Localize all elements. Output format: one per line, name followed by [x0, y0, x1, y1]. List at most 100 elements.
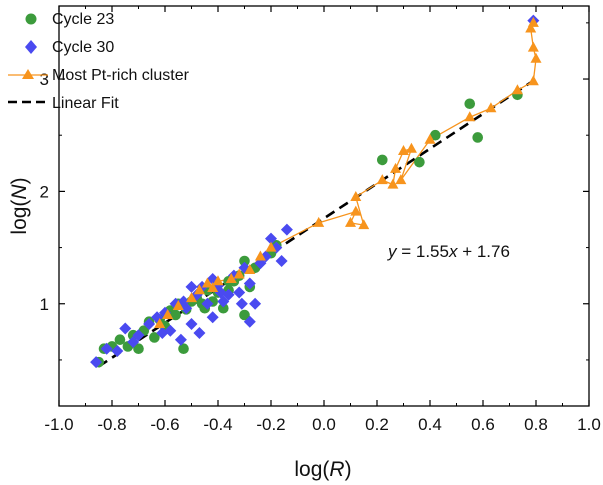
- cluster-point: [345, 216, 356, 227]
- legend-marker-cluster: [22, 69, 34, 79]
- eq-rest: + 1.76: [457, 242, 509, 261]
- cycle-30-point: [235, 297, 248, 310]
- y-tick-label: 2: [40, 182, 49, 201]
- cycle-30-point: [90, 356, 103, 369]
- cycle-30-point: [233, 286, 246, 299]
- cycle-23-point: [464, 98, 476, 110]
- cluster-point: [530, 52, 542, 63]
- y-tick-label: 1: [40, 295, 49, 314]
- legend-label-cluster: Most Pt-rich cluster: [52, 67, 190, 84]
- cluster-point: [485, 102, 497, 113]
- cluster-point: [233, 268, 245, 279]
- cycle-23-point: [472, 132, 484, 143]
- cycle-23-point: [218, 302, 229, 314]
- cycle-30-point: [119, 322, 132, 335]
- cluster-point: [313, 216, 325, 227]
- cycle-30-point: [185, 280, 198, 293]
- legend-label-fit: Linear Fit: [52, 95, 119, 112]
- cycle-30-point: [111, 344, 124, 357]
- cycle-30-point: [174, 333, 187, 346]
- cluster-point: [464, 111, 476, 122]
- cycle-30-point: [249, 297, 262, 310]
- cycle-23-point: [170, 309, 181, 321]
- cluster-point: [525, 22, 537, 33]
- axis-ticks: -1.0 -0.8 -0.6 -0.4 -0.2 0.0 0.2 0.4 0.6 0.8 1.0 1 2…: [40, 6, 601, 434]
- axis-title-part: log(: [294, 458, 329, 481]
- x-tick-label: 0.0: [312, 415, 336, 434]
- x-tick-label: -0.8: [97, 415, 126, 434]
- cycle-30-point: [243, 277, 256, 290]
- cycle-30-point: [143, 317, 156, 330]
- axis-title-part: log(: [8, 200, 31, 235]
- fit-equation: y = 1.55x + 1.76: [387, 242, 510, 261]
- legend-marker-cycle-30: [25, 40, 37, 54]
- cycle-23-point: [239, 255, 250, 267]
- cluster-point: [390, 162, 402, 173]
- cluster-points: [154, 16, 542, 328]
- x-tick-label: -1.0: [44, 415, 73, 434]
- cluster-point: [207, 282, 219, 293]
- x-tick-label: 0.4: [418, 415, 442, 434]
- x-tick-label: -0.2: [256, 415, 285, 434]
- cluster-point: [511, 84, 523, 95]
- legend: Cycle 23 Cycle 30 Most Pt-rich cluster L…: [8, 11, 190, 112]
- cluster-point: [225, 273, 237, 284]
- cluster-point: [212, 275, 224, 286]
- cycle-23-point: [149, 332, 160, 343]
- x-tick-label: 0.6: [471, 415, 495, 434]
- cycle-30-point: [206, 311, 219, 324]
- cycle-30-point: [201, 297, 214, 310]
- cluster-point: [358, 219, 370, 230]
- cluster-point: [186, 292, 197, 303]
- x-tick-label: 0.2: [365, 415, 389, 434]
- cycle-23-point: [133, 343, 144, 354]
- y-axis-title: log(N): [8, 177, 31, 234]
- legend-marker-cycle-23: [25, 13, 37, 25]
- x-tick-label: 1.0: [577, 415, 601, 434]
- cluster-point: [244, 264, 256, 275]
- cycle-30-point: [280, 223, 293, 236]
- cluster-point: [395, 174, 407, 185]
- cluster-point: [350, 205, 362, 216]
- cycle-23-point: [178, 343, 189, 354]
- cluster-point: [154, 317, 166, 328]
- cluster-point: [527, 41, 539, 52]
- cluster-point: [193, 284, 205, 295]
- cycle-30-point: [193, 326, 206, 339]
- axis-title-var: N: [8, 184, 31, 200]
- legend-label-cycle-30: Cycle 30: [52, 39, 114, 56]
- cycle-23-point: [377, 154, 388, 166]
- cycle-30-point: [127, 335, 140, 348]
- cycle-30-point: [243, 315, 256, 328]
- cycle-30-point: [185, 317, 198, 330]
- y-tick-label: 3: [40, 70, 49, 89]
- eq-mid: = 1.55: [397, 242, 449, 261]
- cycle-30-point: [265, 232, 277, 245]
- axis-title-var: R: [329, 458, 344, 481]
- cycle-23-point: [239, 309, 250, 321]
- cycle-30-point: [214, 286, 227, 299]
- cycle-30-point: [100, 342, 113, 355]
- cluster-point: [387, 178, 399, 189]
- cluster-point: [201, 277, 213, 288]
- legend-label-cycle-23: Cycle 23: [52, 11, 114, 28]
- cluster-point: [162, 308, 174, 319]
- cluster-point: [265, 241, 277, 252]
- eq-x: x: [448, 242, 458, 261]
- cluster-point: [424, 133, 436, 144]
- eq-y: y: [387, 242, 398, 261]
- cycle-23-point: [114, 334, 126, 346]
- x-tick-label: 0.8: [524, 415, 548, 434]
- cycle-23-point: [414, 156, 425, 168]
- cycle-23-point: [430, 129, 441, 141]
- cycle-30-point: [217, 295, 230, 308]
- axis-title-part: ): [8, 177, 31, 184]
- cluster-point: [405, 142, 417, 153]
- x-axis-title: log(R): [294, 458, 351, 481]
- x-tick-label: -0.6: [150, 415, 179, 434]
- cluster-point: [350, 191, 362, 202]
- cluster-point: [527, 16, 539, 27]
- axis-title-part: ): [345, 458, 352, 481]
- cycle-30-point: [275, 255, 288, 268]
